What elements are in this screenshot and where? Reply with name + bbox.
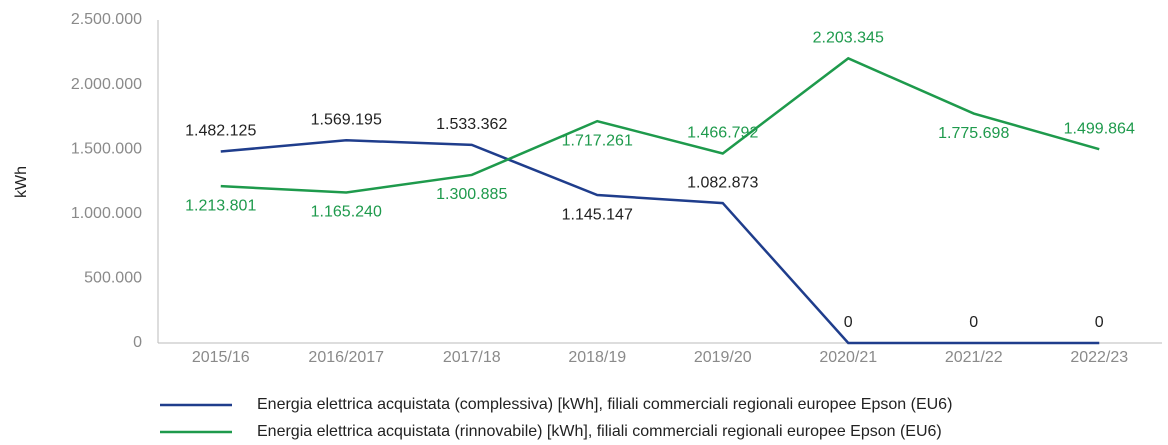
x-tick-label: 2022/23 bbox=[1070, 349, 1128, 366]
data-label: 0 bbox=[1095, 314, 1104, 331]
data-label: 1.775.698 bbox=[938, 125, 1009, 142]
x-tick-label: 2019/20 bbox=[694, 349, 752, 366]
legend-label: Energia elettrica acquistata (rinnovabil… bbox=[257, 423, 942, 440]
x-tick-label: 2015/16 bbox=[192, 349, 250, 366]
x-tick-label: 2020/21 bbox=[819, 349, 877, 366]
data-label: 1.145.147 bbox=[562, 206, 633, 223]
line bbox=[220, 139, 1100, 345]
y-tick-label: 1.000.000 bbox=[71, 205, 142, 222]
line bbox=[220, 56, 1100, 194]
data-label: 1.300.885 bbox=[436, 186, 507, 203]
x-tick-label: 2016/2017 bbox=[308, 349, 384, 366]
y-tick-label: 2.500.000 bbox=[71, 11, 142, 28]
y-tick-label: 0 bbox=[133, 334, 142, 351]
data-label: 1.499.864 bbox=[1064, 120, 1135, 137]
data-label: 0 bbox=[969, 314, 978, 331]
data-label: 1.213.801 bbox=[185, 197, 256, 214]
y-tick-label: 2.000.000 bbox=[71, 76, 142, 93]
x-tick-label: 2018/19 bbox=[568, 349, 626, 366]
data-label: 1.082.873 bbox=[687, 174, 758, 191]
data-label: 1.466.792 bbox=[687, 125, 758, 142]
y-tick-label: 1.500.000 bbox=[71, 140, 142, 157]
y-tick-label: 500.000 bbox=[84, 270, 142, 287]
data-label: 1.569.195 bbox=[311, 111, 382, 128]
data-label: 2.203.345 bbox=[813, 30, 884, 47]
x-tick-label: 2017/18 bbox=[443, 349, 501, 366]
data-label: 0 bbox=[844, 314, 853, 331]
y-axis-label: kWh bbox=[13, 166, 30, 198]
data-label: 1.165.240 bbox=[311, 204, 382, 221]
data-label: 1.533.362 bbox=[436, 116, 507, 133]
legend-label: Energia elettrica acquistata (complessiv… bbox=[257, 396, 952, 413]
data-label: 1.482.125 bbox=[185, 123, 256, 140]
data-label: 1.717.261 bbox=[562, 132, 633, 149]
x-tick-label: 2021/22 bbox=[945, 349, 1003, 366]
